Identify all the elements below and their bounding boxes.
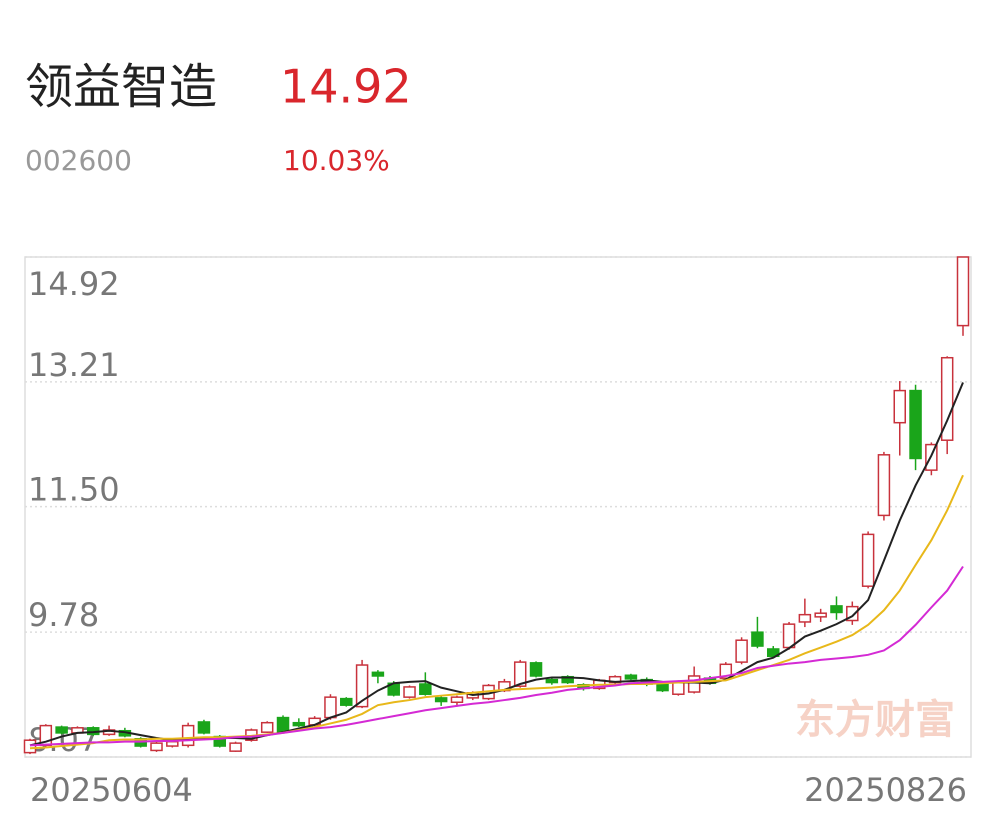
candle-body <box>529 662 543 677</box>
candle-body <box>735 639 748 663</box>
candle-body <box>814 612 827 618</box>
x-tick-label: 20250604 <box>30 771 193 809</box>
watermark: 东方财富 <box>795 697 955 743</box>
stock-name: 领益智造 <box>25 59 217 115</box>
y-tick-label: 13.21 <box>28 346 120 384</box>
candle-body <box>197 721 211 734</box>
candle-body <box>276 716 290 733</box>
candle-body <box>450 696 464 704</box>
candle-body <box>877 454 891 517</box>
candle-body <box>798 613 812 623</box>
candle-body <box>355 664 369 708</box>
stock-code: 002600 <box>25 144 132 177</box>
candle-body <box>340 697 353 706</box>
candle-body <box>55 726 68 734</box>
stock-change: 10.03% <box>283 144 390 177</box>
candle-body <box>672 681 685 695</box>
candle-body <box>751 631 764 647</box>
candle-body <box>719 663 733 679</box>
y-tick-label: 11.50 <box>28 471 120 509</box>
candle-body <box>324 696 337 719</box>
candle-body <box>687 675 701 693</box>
moving-average-line <box>29 474 964 750</box>
candle-body <box>229 742 242 752</box>
candle-body <box>766 648 780 658</box>
candle-body <box>956 256 970 327</box>
candle-body <box>403 686 416 698</box>
candle-body <box>292 721 306 727</box>
candle-body <box>909 389 922 460</box>
candle-body <box>545 678 559 684</box>
candle-body <box>861 533 875 587</box>
candle-body <box>260 721 274 733</box>
moving-average-line <box>29 565 964 747</box>
candle-body <box>830 605 843 614</box>
y-tick-label: 14.92 <box>28 265 120 303</box>
stock-price: 14.92 <box>280 60 412 114</box>
candle-body <box>846 605 859 622</box>
candle-body <box>656 683 669 692</box>
x-tick-label: 20250826 <box>804 771 967 809</box>
candle-body <box>181 724 195 747</box>
candle-body <box>150 742 163 752</box>
candle-body <box>371 671 385 677</box>
candle-body <box>782 623 796 649</box>
candle-body <box>513 661 527 687</box>
candle-body <box>23 739 37 754</box>
candle-body <box>624 674 638 680</box>
candle-body <box>434 697 448 703</box>
candle-body <box>940 356 954 441</box>
candle-body <box>419 683 432 695</box>
candle-body <box>166 740 179 747</box>
candle-body <box>893 389 906 424</box>
y-tick-label: 9.78 <box>28 596 99 634</box>
